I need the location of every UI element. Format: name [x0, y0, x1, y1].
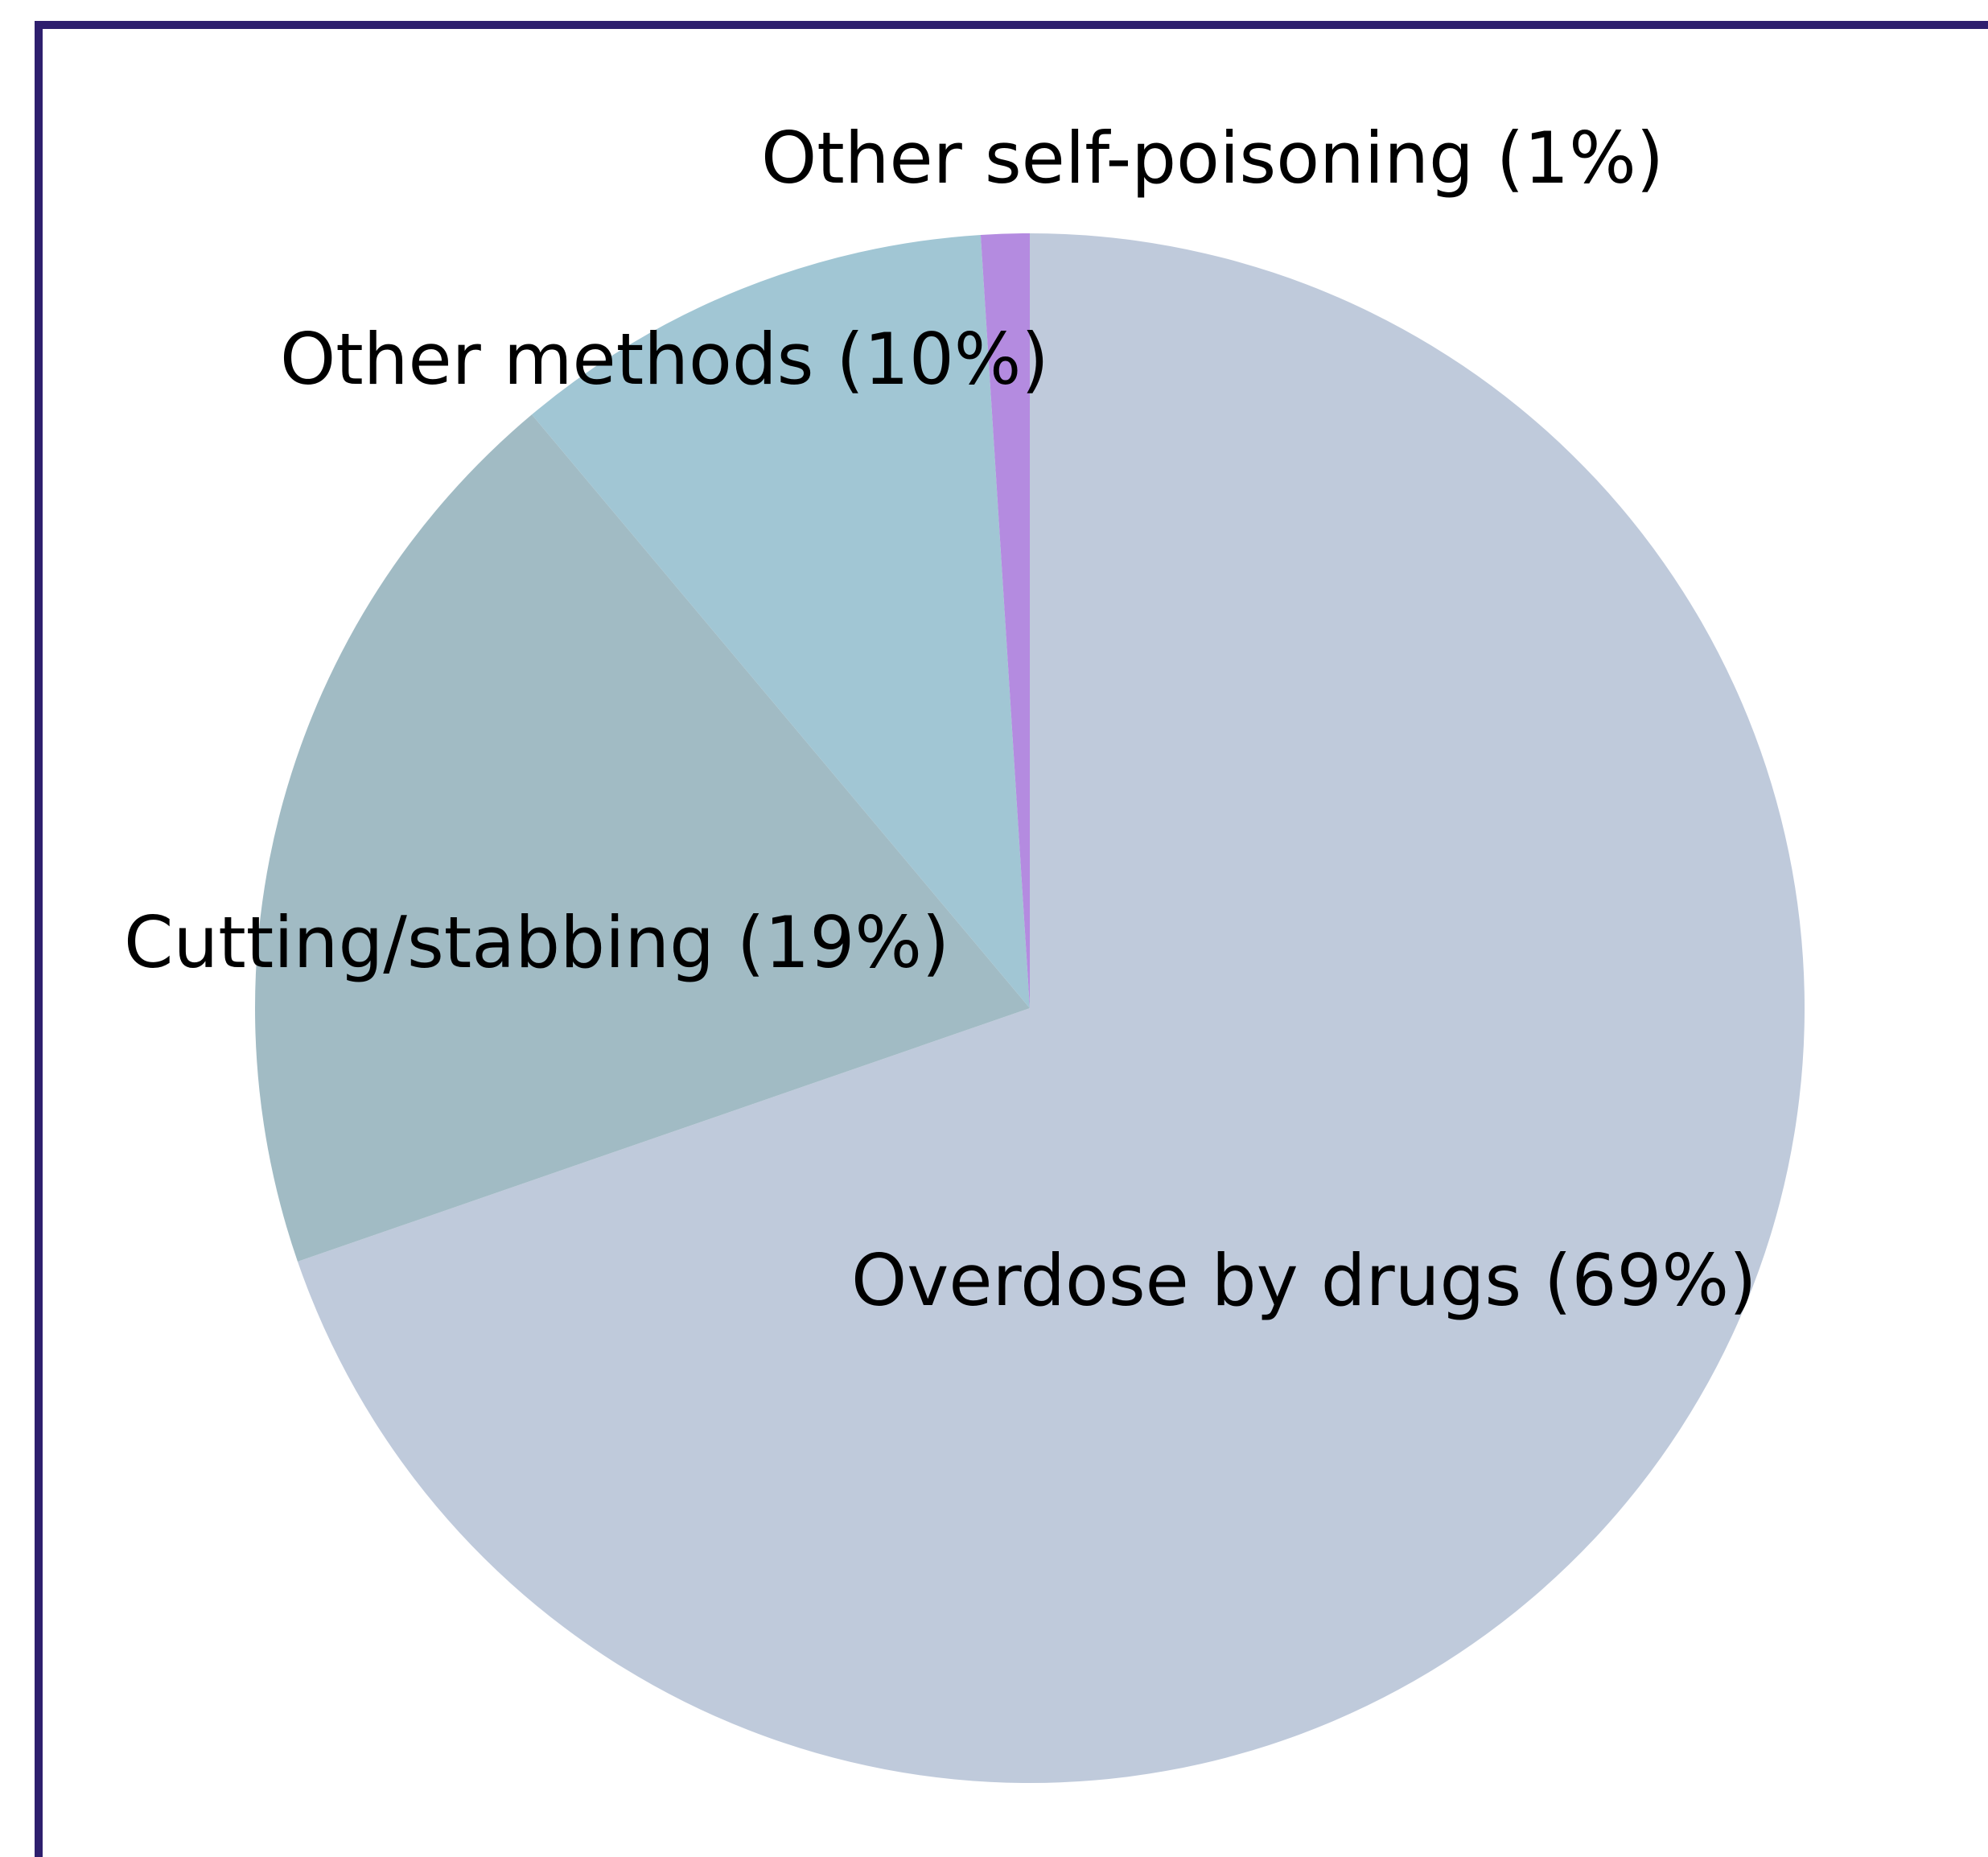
pie-slices — [254, 233, 1805, 1783]
pie-slice-other-self-poisoning — [980, 233, 1030, 1008]
pie-labels: Overdose by drugs (69%) Cutting/stabbing… — [124, 117, 1756, 1322]
pie-slice-other-methods — [531, 234, 1030, 1008]
slice-label-cutting-stabbing: Cutting/stabbing (19%) — [124, 901, 949, 984]
chart-border — [35, 21, 1988, 1857]
pie-slice-overdose-by-drugs — [297, 233, 1805, 1783]
slice-label-other-self-poisoning: Other self-poisoning (1%) — [761, 117, 1664, 200]
pie-slice-cutting-stabbing — [254, 414, 1030, 1262]
chart-border-line — [35, 21, 1988, 1857]
slice-label-other-methods: Other methods (10%) — [280, 318, 1049, 401]
slice-label-overdose-by-drugs: Overdose by drugs (69%) — [851, 1239, 1756, 1322]
